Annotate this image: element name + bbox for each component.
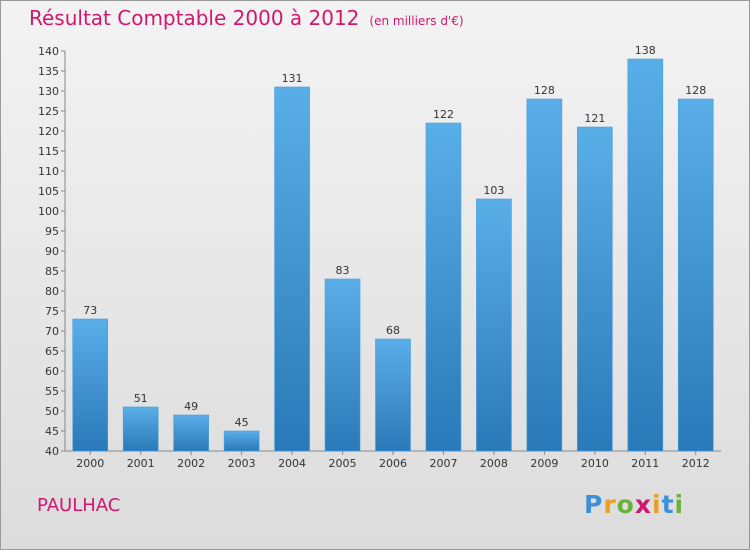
bar [677, 98, 714, 452]
y-tick-label: 75 [45, 305, 59, 318]
chart-title: Résultat Comptable 2000 à 2012 (en millie… [29, 6, 464, 30]
y-tick-label: 100 [38, 205, 59, 218]
logo-letter: r [603, 490, 617, 519]
bar [223, 430, 260, 452]
bar-value-label: 103 [483, 184, 504, 197]
x-tick-label: 2001 [127, 457, 155, 470]
y-tick-label: 70 [45, 325, 59, 338]
y-axis: 40 45 50 55 60 65 70 75 80 85 90 95 100 105 110 115 120 1… [38, 45, 66, 458]
y-tick-label: 60 [45, 365, 59, 378]
bar [324, 278, 361, 452]
x-tick-label: 2008 [480, 457, 508, 470]
x-axis: 2000 2001 2002 2003 2004 2005 2006 2007 2008 2009… [65, 450, 721, 470]
bar [476, 198, 512, 452]
y-tick-label: 65 [45, 345, 59, 358]
bar-value-label: 128 [534, 84, 555, 97]
x-tick-label: 2006 [379, 457, 407, 470]
title-text: Résultat Comptable 2000 à 2012 [29, 6, 360, 30]
logo-letter: P [584, 490, 604, 519]
bar-value-label: 138 [635, 44, 656, 57]
bar-value-label: 51 [134, 392, 148, 405]
bar [173, 414, 209, 452]
y-tick-label: 55 [45, 385, 59, 398]
bar [627, 58, 664, 452]
logo-letter: t [661, 490, 675, 519]
y-tick-label: 50 [45, 405, 59, 418]
x-tick-label: 2011 [631, 457, 659, 470]
y-tick-label: 120 [38, 125, 59, 138]
x-tick-label: 2007 [429, 457, 457, 470]
x-tick-label: 2009 [530, 457, 558, 470]
commune-name: PAULHAC [37, 495, 121, 516]
bars: 73 51 49 45 131 83 68 122 103 128 121 138 128 [72, 44, 714, 452]
x-tick-label: 2005 [329, 457, 357, 470]
logo-letter: o [616, 490, 635, 519]
logo-letter: i [652, 490, 662, 519]
bar-value-label: 45 [235, 416, 249, 429]
bar [122, 406, 159, 452]
x-tick-label: 2000 [76, 457, 104, 470]
y-tick-label: 80 [45, 285, 59, 298]
bar-value-label: 121 [584, 112, 605, 125]
x-tick-label: 2004 [278, 457, 306, 470]
proxiti-logo: Proxiti [584, 490, 684, 519]
x-tick-label: 2012 [682, 457, 710, 470]
bar-value-label: 83 [336, 264, 350, 277]
x-tick-label: 2003 [228, 457, 256, 470]
bar [425, 122, 462, 452]
x-tick-label: 2002 [177, 457, 205, 470]
y-tick-label: 135 [38, 65, 59, 78]
bar-value-label: 68 [386, 324, 400, 337]
y-tick-label: 115 [38, 145, 59, 158]
y-tick-label: 45 [45, 425, 59, 438]
logo-letter: x [634, 490, 652, 519]
x-tick-label: 2010 [581, 457, 609, 470]
bar-value-label: 128 [685, 84, 706, 97]
y-tick-label: 125 [38, 105, 59, 118]
bar [577, 126, 613, 452]
bar [375, 338, 411, 452]
bar-value-label: 122 [433, 108, 454, 121]
bar-value-label: 131 [282, 72, 303, 85]
bar-value-label: 73 [83, 304, 97, 317]
bar [526, 98, 563, 452]
y-tick-label: 40 [45, 445, 59, 458]
y-tick-label: 85 [45, 265, 59, 278]
bar [72, 318, 109, 452]
y-tick-label: 140 [38, 45, 59, 58]
bar [274, 86, 310, 452]
logo-letter: i [674, 490, 685, 519]
bar-value-label: 49 [184, 400, 198, 413]
y-tick-label: 90 [45, 245, 59, 258]
y-tick-label: 110 [38, 165, 59, 178]
title-unit: (en milliers d'€) [369, 14, 464, 28]
y-tick-label: 95 [45, 225, 59, 238]
y-tick-label: 130 [38, 85, 59, 98]
y-tick-label: 105 [38, 185, 59, 198]
